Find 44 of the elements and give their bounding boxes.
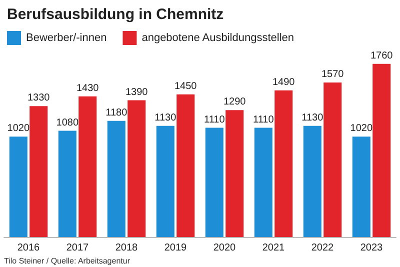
bar [156, 126, 174, 237]
bar [176, 94, 195, 237]
bar [78, 96, 97, 237]
legend-label: angebotene Ausbildungsstellen [142, 32, 294, 44]
data-label: 1570 [321, 69, 344, 80]
data-label: 1110 [253, 114, 274, 126]
text: Tilo Steiner / Quelle: Arbeitsagentur [4, 256, 130, 266]
x-tick-label: 2017 [66, 242, 90, 254]
x-tick-label: 2022 [311, 242, 334, 254]
bar [9, 136, 28, 237]
x-tick-label: 2016 [17, 242, 40, 254]
bar [30, 106, 48, 237]
bar [226, 110, 244, 237]
bar [372, 64, 391, 237]
x-tick-label: 2023 [360, 242, 384, 254]
bar [303, 126, 322, 237]
bar [274, 90, 293, 237]
legend-label: Bewerber/-innen [26, 32, 107, 44]
bar [128, 100, 146, 237]
data-label: 1080 [56, 117, 79, 128]
data-label: 1450 [174, 80, 198, 92]
x-tick-label: 2019 [164, 242, 188, 254]
chart-title: Berufsausbildung in Chemnitz [7, 6, 224, 23]
bar [58, 130, 76, 237]
x-tick-label: 2020 [213, 242, 236, 254]
data-label: 1490 [272, 76, 296, 88]
bar [352, 136, 370, 237]
data-label: 1390 [125, 86, 148, 98]
data-label: 1020 [7, 123, 30, 134]
x-tick-label: 2021 [262, 242, 286, 254]
bar [324, 82, 342, 237]
data-label: 1130 [154, 112, 177, 124]
bar [205, 128, 224, 237]
bar [254, 128, 272, 237]
x-tick-label: 2018 [115, 242, 138, 254]
data-label: 1020 [350, 123, 373, 134]
data-label: 1290 [223, 96, 246, 108]
data-label: 1330 [27, 92, 50, 104]
bar [107, 120, 126, 237]
data-label: 1130 [302, 112, 324, 124]
data-label: 1180 [106, 107, 128, 118]
data-label: 1110 [204, 114, 226, 126]
data-label: 1430 [76, 82, 100, 94]
data-label: 1760 [370, 50, 394, 62]
